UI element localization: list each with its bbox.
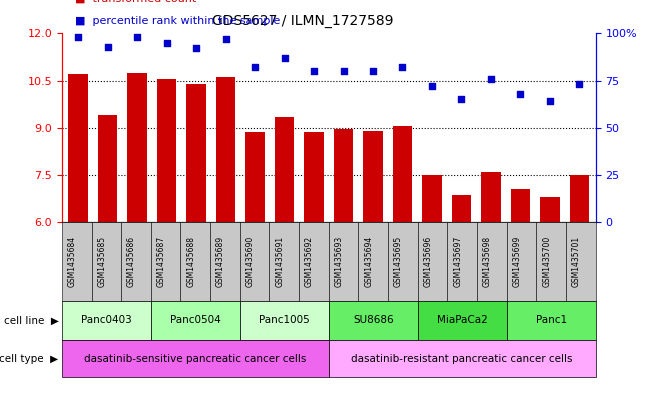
Text: GSM1435697: GSM1435697 xyxy=(453,236,462,287)
Bar xyxy=(68,74,88,222)
Text: cell type  ▶: cell type ▶ xyxy=(0,354,59,364)
Point xyxy=(161,40,172,46)
Point xyxy=(456,96,467,103)
Text: GSM1435689: GSM1435689 xyxy=(216,236,225,287)
Text: cell line  ▶: cell line ▶ xyxy=(4,315,59,325)
Bar xyxy=(305,132,324,222)
Bar xyxy=(186,84,206,222)
Point xyxy=(427,83,437,89)
Point xyxy=(486,75,496,82)
Point xyxy=(397,64,408,70)
Point xyxy=(515,91,525,97)
Text: GSM1435685: GSM1435685 xyxy=(98,236,106,287)
Text: Panc0504: Panc0504 xyxy=(170,315,221,325)
Point xyxy=(73,34,83,40)
Text: dasatinib-sensitive pancreatic cancer cells: dasatinib-sensitive pancreatic cancer ce… xyxy=(84,354,307,364)
Bar xyxy=(216,77,235,222)
Point xyxy=(279,55,290,61)
Text: GSM1435693: GSM1435693 xyxy=(335,236,344,287)
Text: GSM1435686: GSM1435686 xyxy=(127,236,136,287)
Text: GSM1435701: GSM1435701 xyxy=(572,236,581,287)
Point xyxy=(191,45,201,51)
Bar xyxy=(481,172,501,222)
Point xyxy=(102,44,113,50)
Text: ■  transformed count: ■ transformed count xyxy=(75,0,196,4)
Bar xyxy=(422,175,441,222)
Bar xyxy=(98,115,117,222)
Point xyxy=(132,34,143,40)
Text: GSM1435698: GSM1435698 xyxy=(483,236,492,287)
Text: MiaPaCa2: MiaPaCa2 xyxy=(437,315,488,325)
Point xyxy=(250,64,260,70)
Bar xyxy=(393,126,412,222)
Text: GSM1435692: GSM1435692 xyxy=(305,236,314,287)
Bar xyxy=(540,197,560,222)
Text: ■  percentile rank within the sample: ■ percentile rank within the sample xyxy=(75,16,280,26)
Bar xyxy=(128,73,146,222)
Text: GSM1435696: GSM1435696 xyxy=(424,236,432,287)
Bar xyxy=(275,117,294,222)
Text: GSM1435699: GSM1435699 xyxy=(512,236,521,287)
Text: GSM1435687: GSM1435687 xyxy=(157,236,165,287)
Bar xyxy=(363,131,383,222)
Bar xyxy=(452,195,471,222)
Text: Panc1005: Panc1005 xyxy=(259,315,310,325)
Text: GSM1435695: GSM1435695 xyxy=(394,236,403,287)
Text: GSM1435690: GSM1435690 xyxy=(245,236,255,287)
Text: GDS5627 / ILMN_1727589: GDS5627 / ILMN_1727589 xyxy=(212,14,393,28)
Point xyxy=(309,68,319,74)
Point xyxy=(574,81,585,88)
Text: GSM1435694: GSM1435694 xyxy=(365,236,373,287)
Text: Panc0403: Panc0403 xyxy=(81,315,132,325)
Text: Panc1: Panc1 xyxy=(536,315,567,325)
Text: SU8686: SU8686 xyxy=(353,315,394,325)
Text: GSM1435691: GSM1435691 xyxy=(275,236,284,287)
Bar xyxy=(157,79,176,222)
Bar xyxy=(570,175,589,222)
Text: GSM1435700: GSM1435700 xyxy=(542,236,551,287)
Text: GSM1435684: GSM1435684 xyxy=(68,236,77,287)
Bar xyxy=(511,189,530,222)
Point xyxy=(339,68,349,74)
Text: dasatinib-resistant pancreatic cancer cells: dasatinib-resistant pancreatic cancer ce… xyxy=(352,354,573,364)
Point xyxy=(545,98,555,105)
Text: GSM1435688: GSM1435688 xyxy=(186,236,195,287)
Point xyxy=(220,36,230,42)
Bar xyxy=(334,129,353,222)
Bar xyxy=(245,132,264,222)
Point xyxy=(368,68,378,74)
